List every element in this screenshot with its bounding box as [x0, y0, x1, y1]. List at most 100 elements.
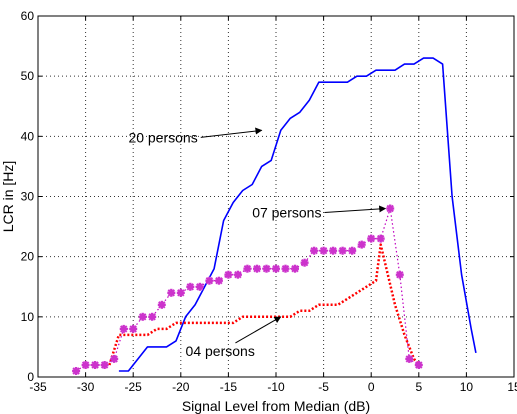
marker-stroke	[72, 367, 80, 375]
series-2-marker	[167, 288, 176, 297]
y-axis-label: LCR in [Hz]	[0, 161, 16, 233]
marker-stroke	[196, 283, 204, 291]
x-tick-label: -20	[172, 380, 190, 394]
series-2-marker	[110, 354, 119, 363]
axis-ticks: -35 -30 -25 -20 -15 -10 -5 0 5 10 15 0 10 20 30 40 50 60	[21, 9, 517, 394]
series-2-marker	[224, 270, 233, 279]
series-2-marker	[329, 246, 338, 255]
series-2-marker	[148, 312, 157, 321]
x-tick-label: -5	[318, 380, 329, 394]
x-tick-label: 0	[368, 380, 375, 394]
marker-stroke	[177, 289, 185, 297]
y-tick-label: 60	[21, 9, 35, 23]
series-2-marker	[176, 288, 185, 297]
series-2-marker	[395, 270, 404, 279]
marker-stroke	[186, 283, 195, 291]
x-tick-label: 5	[415, 380, 422, 394]
marker-stroke	[234, 270, 242, 279]
marker-stroke	[300, 258, 309, 267]
marker-stroke	[386, 204, 394, 213]
annotations: 20 persons 07 persons 04 persons	[128, 127, 387, 359]
series-2-marker	[367, 234, 376, 243]
series-2-marker	[405, 354, 414, 363]
annotation-label: 07 persons	[252, 205, 321, 221]
series-2-marker	[357, 240, 366, 249]
series-2-marker	[129, 324, 138, 333]
series-2-marker	[233, 270, 242, 279]
series-0-line	[118, 57, 477, 372]
marker-stroke	[319, 246, 328, 255]
annotation-arrow	[200, 127, 263, 138]
series-2-marker	[338, 246, 347, 255]
series-2-marker	[81, 361, 90, 369]
series-2-marker	[186, 282, 195, 291]
y-tick-label: 30	[21, 190, 35, 204]
series-2-marker	[414, 361, 423, 369]
series-2-marker	[72, 367, 81, 375]
marker-stroke	[405, 355, 414, 363]
marker-stroke	[281, 264, 290, 273]
marker-stroke	[129, 325, 137, 333]
series-2-marker	[138, 312, 147, 321]
y-tick-label: 50	[21, 69, 35, 83]
y-tick-label: 0	[27, 370, 34, 384]
x-tick-label: -35	[29, 380, 47, 394]
marker-stroke	[215, 276, 223, 285]
series-2-marker	[243, 264, 252, 273]
x-tick-label: -10	[267, 380, 285, 394]
annotation-label: 20 persons	[128, 129, 197, 145]
marker-stroke	[81, 361, 90, 369]
marker-stroke	[272, 264, 280, 273]
series-2-marker	[376, 234, 385, 243]
series-1-line	[108, 243, 420, 366]
marker-stroke	[291, 264, 299, 273]
marker-stroke	[110, 355, 118, 363]
marker-stroke	[253, 264, 261, 273]
series-2-marker	[310, 246, 319, 255]
series-2-marker	[281, 264, 290, 273]
series-2-marker	[300, 258, 309, 267]
grid	[38, 16, 514, 377]
marker-stroke	[376, 234, 385, 243]
series-2-marker	[348, 246, 357, 255]
marker-stroke	[367, 234, 375, 243]
marker-stroke	[329, 246, 337, 255]
marker-stroke	[148, 313, 156, 321]
marker-stroke	[224, 270, 233, 279]
marker-stroke	[396, 270, 404, 279]
series-2-marker	[253, 264, 261, 273]
y-tick-label: 10	[21, 310, 35, 324]
marker-stroke	[338, 246, 347, 255]
annotation-arrow	[324, 205, 387, 214]
series-layer	[72, 57, 477, 375]
y-tick-label: 20	[21, 250, 35, 264]
marker-stroke	[158, 301, 166, 309]
series-2-marker	[262, 264, 271, 273]
series-2-marker	[195, 282, 204, 291]
series-2-marker	[100, 361, 109, 369]
marker-stroke	[119, 325, 128, 333]
x-tick-label: -25	[125, 380, 143, 394]
x-tick-label: -30	[77, 380, 95, 394]
marker-stroke	[357, 240, 366, 249]
series-2-marker	[386, 204, 395, 213]
marker-stroke	[167, 289, 176, 297]
series-2-marker	[91, 361, 100, 369]
series-2-marker	[214, 276, 223, 285]
y-tick-label: 40	[21, 129, 35, 143]
marker-stroke	[415, 361, 423, 369]
marker-stroke	[310, 246, 318, 255]
x-axis-label: Signal Level from Median (dB)	[182, 398, 370, 414]
marker-stroke	[205, 276, 214, 285]
series-2-marker	[157, 300, 166, 309]
marker-stroke	[348, 246, 356, 255]
x-tick-label: -15	[220, 380, 238, 394]
marker-stroke	[138, 313, 147, 321]
series-2-marker	[291, 264, 299, 273]
series-2-marker	[272, 264, 280, 273]
x-tick-label: 10	[460, 380, 474, 394]
marker-stroke	[100, 361, 109, 369]
series-2-marker	[319, 246, 328, 255]
